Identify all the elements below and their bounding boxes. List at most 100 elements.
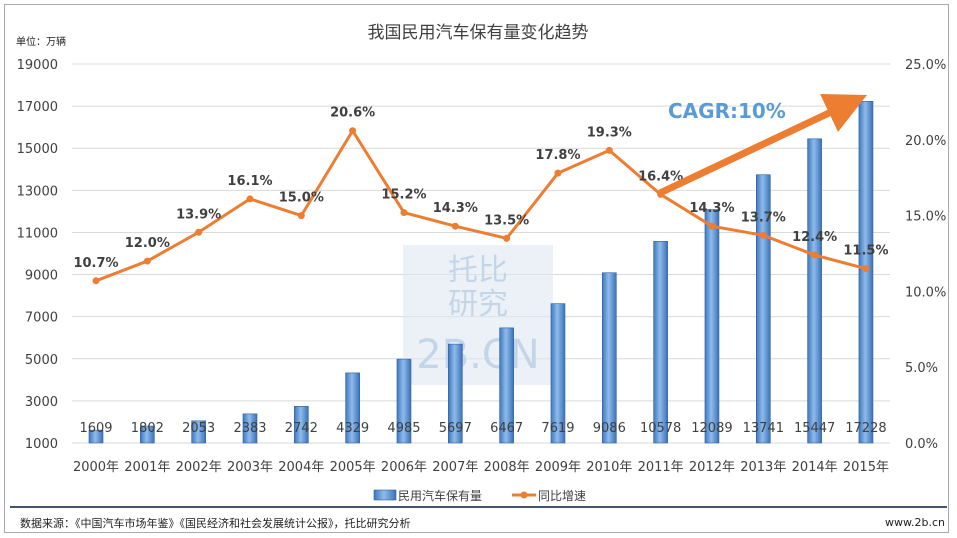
y-left-tick: 5000	[25, 353, 58, 368]
y-left-tick: 3000	[25, 395, 58, 410]
growth-label: 13.5%	[484, 213, 529, 228]
growth-label: 13.7%	[741, 210, 786, 225]
growth-point	[503, 234, 511, 242]
growth-label: 15.0%	[279, 191, 324, 206]
legend-line-marker	[520, 491, 528, 499]
growth-point	[400, 209, 408, 217]
watermark-text: 2B.CN	[416, 332, 539, 378]
growth-point	[195, 228, 203, 236]
bar-label: 9086	[593, 421, 626, 436]
bar-label: 1802	[131, 421, 164, 436]
y-right-tick: 0.0%	[905, 437, 938, 452]
bar-label: 6467	[490, 421, 523, 436]
bar	[653, 241, 668, 444]
y-left-tick: 9000	[25, 269, 58, 284]
bar-label: 2053	[182, 421, 215, 436]
cagr-label: CAGR:10%	[668, 99, 786, 123]
growth-point	[143, 257, 151, 265]
growth-point	[605, 146, 613, 154]
growth-label: 15.2%	[381, 188, 426, 203]
bar-label: 13741	[743, 421, 784, 436]
x-tick: 2001年	[124, 460, 170, 475]
legend-bar-swatch	[373, 489, 397, 501]
footer-divider	[10, 506, 947, 508]
bar-label: 1609	[79, 421, 112, 436]
x-tick: 2012年	[689, 460, 735, 475]
bar	[601, 272, 617, 444]
bar-label: 2742	[285, 421, 318, 436]
chart-frame	[4, 4, 949, 533]
y-left-tick: 11000	[17, 226, 58, 241]
x-tick: 2002年	[176, 460, 222, 475]
growth-point	[297, 212, 305, 220]
bar-label: 7619	[541, 421, 574, 436]
legend-line-label: 同比增速	[538, 489, 586, 503]
growth-label: 16.1%	[227, 174, 272, 189]
bar	[755, 174, 771, 444]
growth-label: 17.8%	[535, 148, 580, 163]
growth-label: 10.7%	[73, 256, 118, 271]
bar	[448, 343, 463, 444]
growth-line	[95, 127, 867, 283]
growth-label: 19.3%	[587, 125, 632, 140]
y-right-tick: 5.0%	[905, 361, 938, 376]
bar-label: 5697	[439, 421, 472, 436]
legend-bar-label: 民用汽车保有量	[398, 488, 482, 503]
data-source: 数据来源：《中国汽车市场年鉴》《国民经济和社会发展统计公报》，托比研究分析	[20, 517, 411, 530]
growth-point	[349, 127, 357, 135]
watermark-text: 托比	[448, 253, 508, 288]
growth-label: 13.9%	[176, 207, 221, 222]
x-tick: 2010年	[586, 460, 632, 475]
x-tick: 2013年	[740, 460, 786, 475]
growth-label: 20.6%	[330, 106, 375, 121]
bar-label: 12089	[691, 421, 732, 436]
growth-point	[811, 251, 819, 259]
bar-label: 4329	[336, 421, 369, 436]
unit-label: 单位：万辆	[16, 35, 66, 48]
bar	[499, 327, 514, 444]
growth-label: 12.4%	[792, 230, 837, 245]
growth-label: 14.3%	[689, 201, 734, 216]
growth-label: 14.3%	[433, 201, 478, 216]
bar	[88, 429, 104, 444]
x-tick: 2007年	[432, 460, 478, 475]
y-right-tick: 20.0%	[905, 134, 946, 149]
growth-point	[759, 231, 767, 239]
bar	[294, 406, 309, 444]
bar	[807, 138, 822, 444]
growth-point	[451, 222, 459, 230]
y-right-tick: 10.0%	[905, 285, 946, 300]
y-right-tick: 25.0%	[905, 58, 946, 73]
bar-label: 17228	[845, 421, 886, 436]
growth-point	[554, 169, 562, 177]
x-tick: 2000年	[73, 460, 119, 475]
x-tick: 2011年	[638, 460, 684, 475]
x-tick: 2003年	[227, 460, 273, 475]
bar	[242, 413, 258, 444]
bar-label: 2383	[233, 421, 266, 436]
growth-label: 16.4%	[638, 169, 683, 184]
growth-point	[708, 222, 716, 230]
x-tick: 2005年	[330, 460, 376, 475]
x-tick: 2014年	[792, 460, 838, 475]
growth-point	[246, 195, 254, 203]
x-tick: 2006年	[381, 460, 427, 475]
y-left-tick: 19000	[17, 58, 58, 73]
watermark-logo	[403, 245, 553, 385]
bar-label: 15447	[794, 421, 835, 436]
y-left-tick: 13000	[17, 184, 58, 199]
y-left-tick: 15000	[17, 142, 58, 157]
bar	[396, 358, 412, 444]
bar	[550, 303, 566, 444]
y-right-tick: 15.0%	[905, 210, 946, 225]
y-left-tick: 1000	[25, 437, 58, 452]
x-tick: 2009年	[535, 460, 581, 475]
x-tick: 2015年	[843, 460, 889, 475]
growth-point	[862, 265, 870, 273]
y-left-tick: 7000	[25, 311, 58, 326]
bar	[140, 425, 155, 444]
site-url: www.2b.cn	[885, 516, 945, 529]
growth-label: 11.5%	[843, 244, 888, 259]
growth-label: 12.0%	[125, 236, 170, 251]
